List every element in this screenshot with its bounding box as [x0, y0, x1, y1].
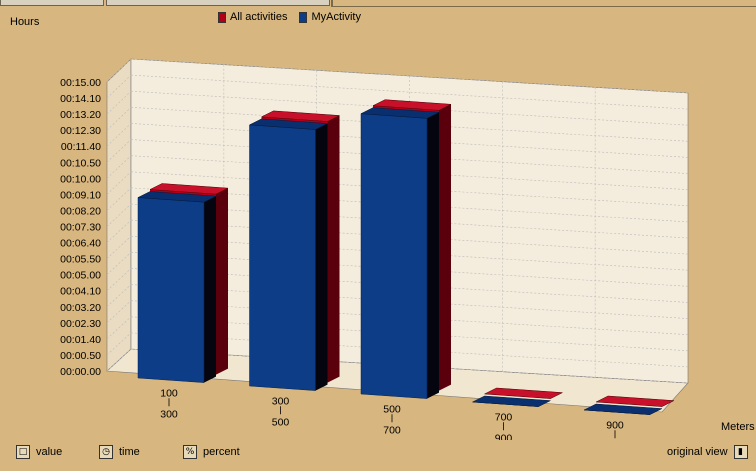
bar-chart-icon: ▮ [733, 445, 748, 459]
y-tick-label: 00:07.30 [60, 222, 101, 234]
x-tick-label-from: 500 [383, 403, 401, 415]
bar-myactivity-top [360, 107, 440, 119]
bar-all-activities-side [439, 104, 451, 391]
gridline-left [106, 58, 132, 83]
bar-all-activities-side [327, 115, 340, 383]
clock-icon: ◷ [99, 445, 113, 459]
gridline-left [106, 203, 132, 227]
bar-chart: 00:00.00 00:00.50 00:01.40 00:02.30 00:03.20… [60, 58, 689, 440]
gridline-left [106, 284, 132, 307]
bar-myactivity-top [137, 191, 217, 203]
bar-all-activities-top [483, 387, 564, 399]
bar-myactivity [249, 124, 316, 391]
gridline-left [106, 300, 132, 324]
legend-label-all-activities: All activities [230, 11, 288, 23]
y-tick-label: 00:02.30 [60, 318, 101, 330]
value-icon: □ [16, 445, 30, 459]
x-tick-label-to: 900 [495, 432, 513, 440]
value-label: value [36, 446, 63, 458]
legend-swatch-myactivity [299, 11, 308, 23]
gridline-left [106, 236, 132, 259]
y-tick-label: 00:11.40 [61, 141, 101, 153]
y-tick-label: 00:14.10 [60, 93, 101, 105]
y-tick-label: 00:05.50 [60, 254, 101, 266]
gridline-left [106, 268, 132, 291]
bar-all-activities-top [149, 183, 229, 195]
gridline-left [106, 187, 132, 211]
y-tick-label: 00:01.40 [60, 334, 101, 346]
y-tick-label: 00:15.00 [60, 77, 101, 89]
value-button[interactable]: □ value [16, 445, 62, 459]
bar-all-activities-top [260, 110, 341, 122]
y-tick-label: 00:06.40 [60, 238, 101, 250]
gridline-left [106, 348, 132, 372]
legend-label-myactivity: MyActivity [311, 11, 361, 23]
original-view-label: original view [667, 446, 728, 458]
original-view-button[interactable]: original view ▮ [667, 445, 748, 459]
x-tick-label-from: 900 [606, 419, 624, 431]
gridline-left [106, 219, 132, 243]
gridline-left [106, 123, 132, 147]
y-tick-label: 00:10.00 [60, 173, 101, 185]
gridline-left [106, 74, 132, 99]
gridline-left [106, 332, 132, 356]
gridline-left [106, 252, 132, 275]
bar-myactivity-top [583, 403, 663, 415]
legend-swatch-all-activities [218, 11, 226, 23]
y-tick-label: 00:12.30 [60, 125, 101, 137]
bar-myactivity [137, 197, 205, 383]
y-tick-label: 00:10.50 [60, 157, 101, 169]
percent-label: percent [203, 446, 240, 458]
x-tick-label-from: 300 [272, 395, 290, 407]
gridline-left [106, 171, 132, 195]
gridline-left [106, 316, 132, 340]
tab-strip [0, 0, 756, 7]
x-axis-label: Meters [721, 421, 755, 433]
bar-myactivity-side [427, 112, 439, 399]
y-tick-label: 00:00.00 [60, 366, 101, 378]
percent-button[interactable]: % percent [183, 445, 240, 459]
bar-all-activities-side [216, 188, 228, 375]
tab-2[interactable] [106, 0, 330, 6]
bar-myactivity [360, 113, 428, 399]
x-tick-label-to: 300 [160, 408, 178, 420]
percent-icon: % [183, 445, 197, 459]
tab-strip-edge [331, 0, 756, 7]
gridline-left [106, 107, 132, 131]
x-tick-label-to: 700 [383, 424, 401, 436]
bar-myactivity-top [471, 395, 552, 407]
gridline-left [106, 139, 132, 163]
bar-all-activities-top [595, 395, 675, 407]
time-button[interactable]: ◷ time [99, 445, 140, 459]
bar-myactivity-side [315, 123, 328, 391]
x-tick-label-to: 500 [272, 416, 290, 428]
bar-all-activities-top [372, 99, 452, 111]
y-axis-label: Hours [10, 16, 40, 28]
gridline-left [106, 155, 132, 179]
y-tick-label: 00:00.50 [60, 350, 101, 362]
y-tick-label: 00:13.20 [60, 109, 101, 121]
y-tick-label: 00:03.20 [60, 302, 101, 314]
x-tick-label-from: 100 [160, 387, 178, 399]
chart-toolbar: □ value ◷ time % percent original view ▮ [0, 443, 756, 465]
tab-1[interactable] [0, 0, 104, 6]
time-label: time [119, 446, 140, 458]
x-tick-label-from: 700 [495, 411, 513, 423]
y-tick-label: 00:09.10 [60, 189, 101, 201]
y-tick-label: 00:05.00 [60, 270, 101, 282]
chart-legend: All activities MyActivity [218, 11, 369, 23]
bar-myactivity-side [204, 196, 216, 383]
y-tick-label: 00:08.20 [60, 205, 101, 217]
y-tick-label: 00:04.10 [60, 286, 101, 298]
gridline-left [106, 91, 132, 115]
bar-myactivity-top [248, 118, 329, 130]
